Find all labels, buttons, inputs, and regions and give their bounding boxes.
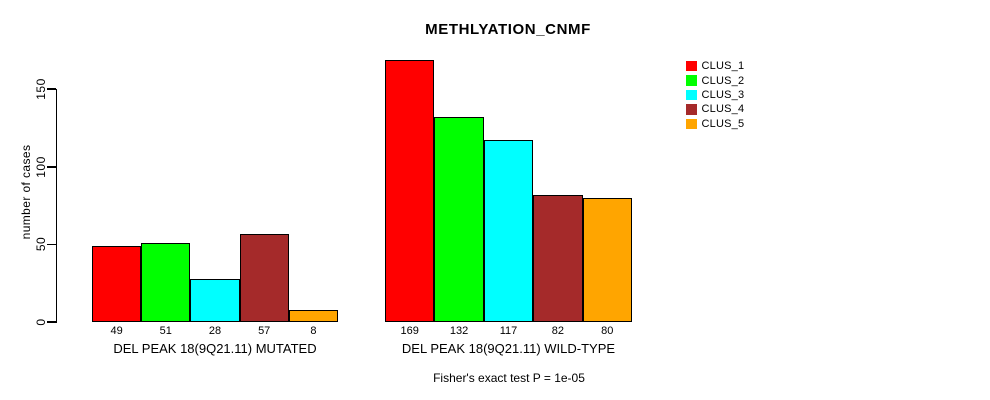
legend-item: CLUS_1: [686, 59, 744, 73]
legend-item-label: CLUS_2: [701, 74, 745, 87]
y-tick-mark: [47, 88, 56, 90]
y-tick-label: 150: [34, 78, 48, 100]
legend-item-label: CLUS_3: [701, 88, 745, 101]
bar-value-label: 28: [208, 325, 222, 337]
bar-value-label: 169: [400, 325, 419, 337]
bar-clus_2-group1: [141, 242, 191, 322]
y-tick-mark: [47, 321, 56, 323]
bar-value-label: 57: [258, 325, 271, 337]
legend-item: CLUS_2: [686, 73, 744, 87]
bar-clus_3-group1: [190, 278, 240, 322]
bar-clus_1-group1: [92, 245, 142, 322]
y-tick-label: 100: [34, 156, 48, 178]
legend-item: CLUS_3: [686, 88, 744, 102]
bar-clus_3-group2: [483, 140, 534, 322]
bar-value-label: 132: [449, 325, 469, 337]
bar-value-label: 80: [601, 325, 614, 337]
fisher-test-caption: Fisher's exact test P = 1e-05: [433, 371, 585, 385]
bar-value-label: 8: [310, 325, 317, 337]
legend-swatch-clus_2: [686, 75, 697, 86]
legend-swatch-clus_3: [686, 89, 697, 101]
bar-clus_5-group1: [288, 309, 338, 322]
group-label-wild-type: DEL PEAK 18(9Q21.11) WILD-TYPE: [401, 341, 616, 356]
chart-title: METHLYATION_CNMF: [425, 21, 591, 38]
y-axis-label: number of cases: [19, 144, 33, 240]
bar-value-label: 51: [159, 325, 172, 337]
legend: CLUS_1 CLUS_2 CLUS_3 CLUS_4 CLUS_5: [686, 59, 744, 131]
legend-swatch-clus_5: [686, 118, 697, 129]
y-axis-line: [55, 89, 57, 323]
legend-item-label: CLUS_1: [701, 60, 745, 73]
group-label-mutated: DEL PEAK 18(9Q21.11) MUTATED: [113, 341, 317, 356]
y-tick-mark: [47, 166, 56, 168]
legend-swatch-clus_1: [686, 60, 697, 72]
bar-value-label: 117: [499, 325, 518, 337]
bar-clus_1-group2: [385, 59, 435, 322]
legend-item: CLUS_4: [686, 102, 744, 116]
legend-item-label: CLUS_5: [701, 117, 745, 130]
legend-item-label: CLUS_4: [701, 103, 745, 116]
legend-swatch-clus_4: [686, 104, 697, 115]
bar-value-label: 49: [110, 325, 123, 337]
y-tick-label: 0: [34, 318, 48, 326]
bar-clus_2-group2: [434, 117, 484, 322]
bar-clus_4-group2: [533, 194, 583, 322]
y-tick-label: 50: [34, 237, 48, 252]
bar-value-label: 82: [551, 325, 564, 337]
y-tick-mark: [47, 243, 56, 246]
bar-clus_5-group2: [582, 197, 632, 322]
bar-clus_4-group1: [239, 233, 289, 322]
legend-item: CLUS_5: [686, 117, 744, 131]
